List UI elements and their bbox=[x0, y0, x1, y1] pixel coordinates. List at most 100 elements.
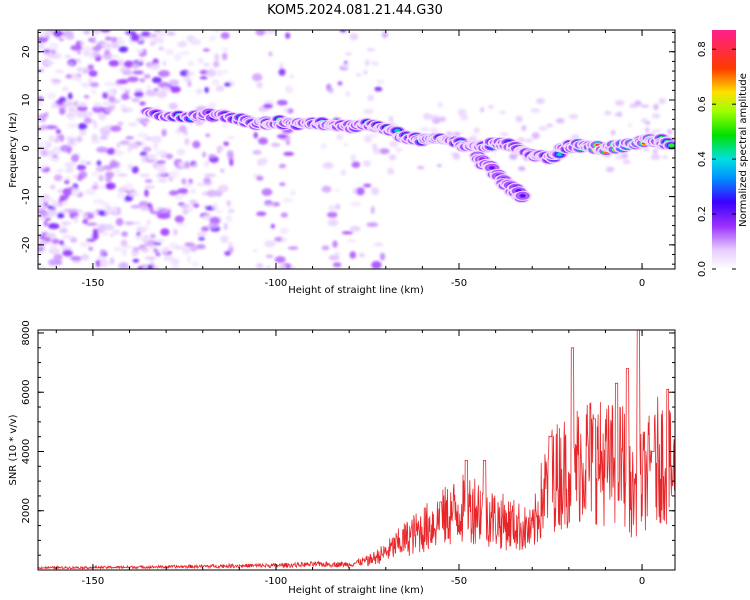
spectrogram-cell bbox=[81, 45, 93, 54]
spectrogram-cell bbox=[174, 53, 182, 62]
spectrogram-cell bbox=[366, 48, 376, 52]
spectrogram-cell bbox=[102, 100, 112, 106]
spectrogram-cell bbox=[128, 190, 140, 198]
spectrogram-cell bbox=[86, 238, 96, 242]
spectrogram-cell bbox=[131, 166, 139, 174]
spectrogram-cell bbox=[76, 164, 87, 171]
spectrogram-cell bbox=[53, 138, 60, 143]
spectrogram-cell bbox=[151, 76, 162, 84]
spectrogram-cell bbox=[70, 154, 80, 163]
spectrogram-cell bbox=[320, 143, 327, 149]
spectrogram-cell bbox=[379, 252, 386, 261]
spectrogram-cell bbox=[417, 166, 425, 170]
spectrogram-cell bbox=[206, 189, 218, 197]
spectrogram-cell bbox=[79, 241, 91, 248]
spectrogram-cell bbox=[223, 222, 228, 231]
spectrogram-cell bbox=[373, 242, 384, 247]
spectrogram-cell bbox=[350, 154, 356, 163]
spectrogram-cell bbox=[48, 243, 58, 248]
spectrogram-cell bbox=[57, 201, 63, 207]
spectrogram-cell bbox=[96, 256, 106, 260]
spectrogram-cell bbox=[38, 100, 44, 107]
spectrogram-cell bbox=[159, 171, 166, 175]
spectrogram-cell bbox=[263, 103, 274, 109]
spectrogram-cell bbox=[133, 246, 140, 252]
spectrogram-cell bbox=[388, 154, 397, 161]
spectrogram-cell bbox=[187, 60, 195, 67]
spectrogram-cell bbox=[139, 151, 148, 157]
spectrogram-cell bbox=[363, 70, 368, 75]
spectrogram-cell bbox=[45, 217, 51, 221]
spectrogram-cell bbox=[53, 253, 63, 262]
spectrogram-cell bbox=[39, 210, 48, 218]
spectrogram-cell bbox=[99, 249, 106, 255]
spectrogram-cell bbox=[105, 171, 115, 179]
x-tick-label: -100 bbox=[265, 576, 288, 587]
spectrogram-cell bbox=[160, 228, 170, 236]
spectrogram-cell bbox=[206, 68, 217, 77]
spectrogram-cell bbox=[351, 161, 361, 168]
spectrogram-cell bbox=[214, 53, 220, 62]
spectrogram-cell bbox=[106, 88, 115, 97]
spectrogram-cell bbox=[279, 182, 286, 187]
spectrogram-cell bbox=[83, 117, 92, 124]
spectrogram-cell bbox=[65, 33, 75, 40]
spectrogram-cell bbox=[224, 250, 231, 256]
spectrogram-cell bbox=[228, 241, 234, 247]
spectrogram-cell bbox=[76, 49, 82, 55]
spectrogram-cell bbox=[93, 123, 98, 129]
spectrogram-cell bbox=[38, 42, 46, 50]
spectrogram-cell bbox=[75, 60, 82, 64]
spectrogram-cell bbox=[83, 50, 90, 57]
spectrogram-cell bbox=[108, 59, 120, 67]
spectrogram-cell bbox=[110, 125, 122, 132]
spectrogram-cell bbox=[137, 58, 145, 63]
spectrogram-cell bbox=[270, 223, 275, 229]
spectrogram-cell bbox=[215, 85, 225, 92]
spectrogram-cell bbox=[370, 206, 375, 214]
spectrogram-cell bbox=[116, 142, 121, 148]
spectrogram-cell bbox=[88, 70, 98, 77]
spectrogram-cell bbox=[43, 220, 48, 227]
spectrogram-cell bbox=[221, 122, 228, 129]
spectrogram-cell bbox=[67, 92, 73, 100]
spectrogram-cell bbox=[171, 265, 180, 269]
y-tick-label: -10 bbox=[21, 188, 32, 204]
x-tick-label: -50 bbox=[451, 278, 467, 289]
spectrogram-cell bbox=[127, 146, 133, 153]
spectrogram-cell bbox=[622, 159, 631, 165]
x-tick-label: -150 bbox=[82, 576, 105, 587]
spectrogram-cell bbox=[220, 168, 225, 173]
spectrogram-cell bbox=[252, 150, 262, 155]
spectrogram-cell bbox=[58, 107, 66, 115]
spectrogram-cell bbox=[168, 102, 178, 110]
spectrogram-cell bbox=[92, 105, 104, 114]
spectrogram-cell bbox=[371, 261, 382, 269]
colorbar-label: Normalized spectral amplitude bbox=[738, 73, 749, 227]
spectrogram-cell bbox=[263, 202, 276, 206]
spectrogram-cell bbox=[155, 165, 168, 172]
spectrogram-cell bbox=[145, 89, 158, 97]
spectrogram-cell bbox=[142, 146, 152, 152]
spectrogram-cell bbox=[366, 222, 379, 228]
spectrogram-cell bbox=[127, 76, 139, 83]
spectrogram-cell bbox=[83, 30, 91, 35]
spectrogram-cell bbox=[213, 30, 221, 34]
spectrogram-cell bbox=[186, 255, 192, 264]
spectrogram-cell bbox=[83, 94, 90, 99]
spectrogram-cell bbox=[372, 147, 381, 155]
spectrogram-cell bbox=[117, 193, 126, 199]
spectrogram-cell bbox=[651, 113, 661, 119]
spectrogram-cell bbox=[38, 204, 46, 212]
spectrogram-cell bbox=[144, 256, 156, 261]
spectrogram-cell bbox=[96, 160, 102, 167]
spectrogram-cell bbox=[134, 88, 144, 92]
spectrogram-cell bbox=[150, 259, 155, 266]
spectrogram-cell bbox=[605, 166, 615, 173]
spectrogram-cell bbox=[321, 185, 332, 193]
spectrogram-cell bbox=[96, 146, 109, 153]
spectrogram-cell bbox=[139, 173, 151, 178]
spectrogram-cell bbox=[216, 145, 224, 151]
spectrogram-cell bbox=[73, 100, 79, 107]
spectrogram-cell bbox=[374, 86, 383, 92]
